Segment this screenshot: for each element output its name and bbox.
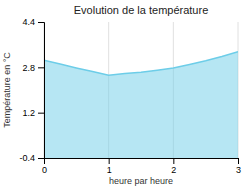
x-axis-title: heure par heure	[109, 176, 173, 186]
tick: 1.2	[22, 108, 44, 118]
tick: 0	[42, 158, 47, 175]
x-axis: 0 1 2 3	[42, 158, 241, 175]
tick-mark	[238, 158, 239, 164]
area	[44, 52, 238, 158]
y-axis: -0.4 1.2 2.8 4.4	[19, 17, 44, 163]
plot: 0 1 2 3 -0.4 1.2 2.8 4.4	[19, 17, 241, 175]
data	[44, 52, 238, 158]
line	[44, 52, 238, 76]
tick-label: 0	[42, 165, 47, 175]
tick-mark	[38, 113, 44, 114]
tick-label: 1	[107, 165, 112, 175]
tick-mark	[38, 22, 44, 23]
tick: 2	[171, 158, 176, 175]
tick-label: 1.2	[22, 108, 35, 118]
tick-label: -0.4	[19, 153, 35, 163]
chart: 0 1 2 3 -0.4 1.2 2.8 4.4 Evolution de la tempéra…	[0, 0, 250, 188]
tick: 4.4	[22, 17, 44, 27]
axis-line	[45, 159, 239, 165]
tick-mark	[109, 158, 110, 164]
tick: 1	[107, 158, 112, 175]
y-axis-title: Température en °C	[2, 52, 12, 128]
tick-mark	[38, 67, 44, 68]
tick-label: 2	[171, 165, 176, 175]
tick-mark	[173, 158, 174, 164]
title: Evolution de la température	[74, 4, 209, 16]
tick: 3	[236, 158, 241, 175]
tick: -0.4	[19, 153, 44, 163]
axis-line	[38, 23, 45, 159]
tick-mark	[38, 158, 44, 159]
tick-label: 4.4	[22, 17, 35, 27]
grid	[44, 22, 238, 158]
tick-label: 3	[236, 165, 241, 175]
tick: 2.8	[22, 63, 44, 73]
tick-label: 2.8	[22, 63, 35, 73]
